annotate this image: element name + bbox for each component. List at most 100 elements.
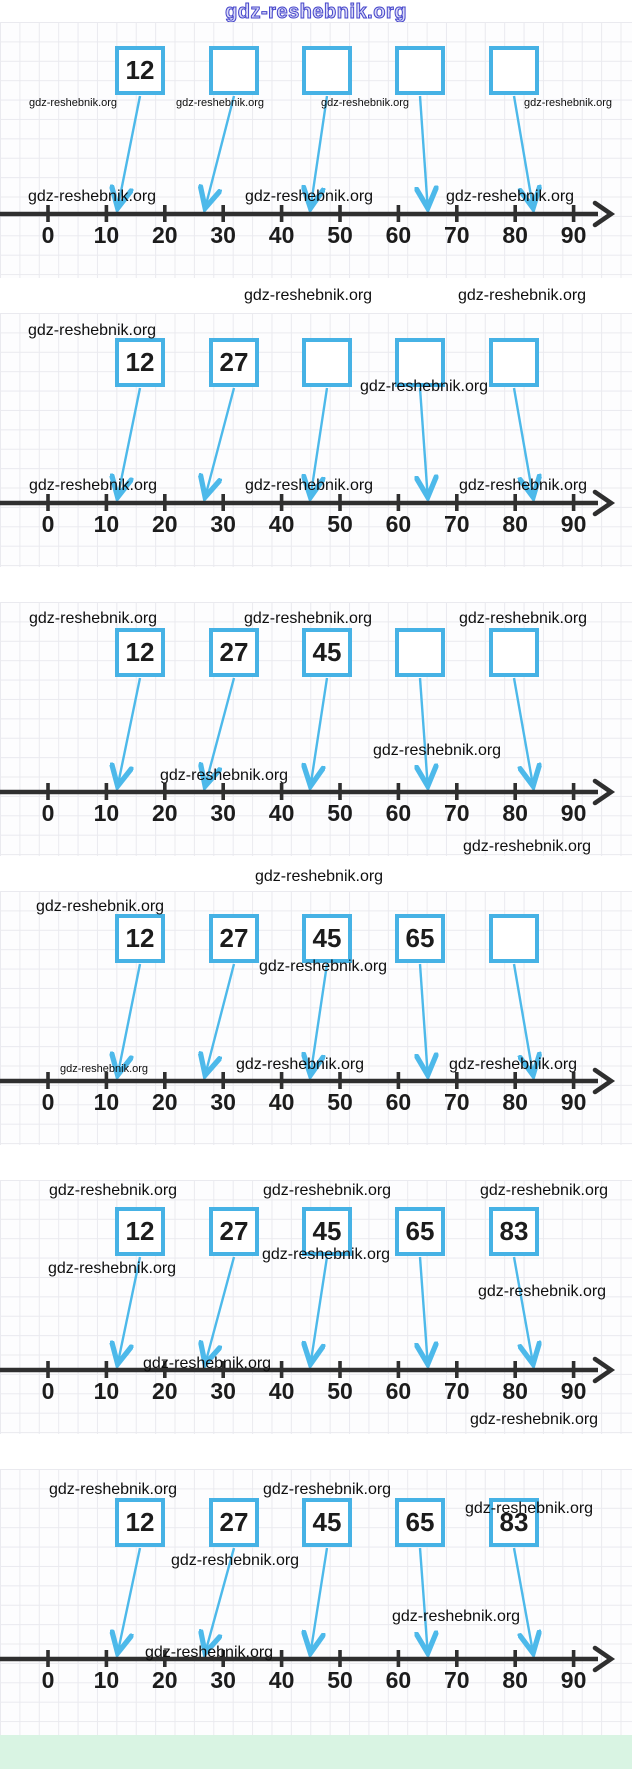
empty-value-box <box>395 628 445 677</box>
tick-label-20: 20 <box>152 222 178 248</box>
watermark-text: gdz-reshebnik.org <box>244 610 373 627</box>
pointer-arrow-to-27 <box>206 1547 236 1651</box>
empty-value-box <box>489 338 539 387</box>
tick-label-50: 50 <box>327 1667 353 1693</box>
watermark-text: gdz-reshebnik.org <box>263 1481 392 1498</box>
pointer-arrow-to-65 <box>420 1547 428 1651</box>
watermark-text: gdz-reshebnik.org <box>245 188 374 205</box>
watermark-text: gdz-reshebnik.org <box>321 97 410 109</box>
tick-label-90: 90 <box>561 800 587 826</box>
watermark-text: gdz-reshebnik.org <box>470 1411 599 1428</box>
axis-arrowhead-icon <box>592 1067 616 1095</box>
number-line-panel-step-2: 0 10 20 30 40 50 60 70 80 90 12 27 gdz-reshebnik.org… <box>0 289 632 578</box>
number-line-panel-step-4: 0 10 20 30 40 50 60 70 80 90 12 27 45 65 gdz-reshebnik… <box>0 867 632 1156</box>
empty-value-box <box>395 338 445 387</box>
axis-arrowhead-icon <box>592 200 616 228</box>
pointer-arrow-to-45 <box>311 95 329 206</box>
watermark-text: gdz-reshebnik.org <box>465 1500 594 1517</box>
tick-label-60: 60 <box>386 222 412 248</box>
value-box-65: 65 <box>395 1498 445 1547</box>
panel-drawing: 0 10 20 30 40 50 60 70 80 90 <box>0 1547 616 1693</box>
watermark-text: gdz-reshebnik.org <box>60 1063 149 1075</box>
watermark-text: gdz-reshebnik.org <box>160 767 289 784</box>
watermark-text: gdz-reshebnik.org <box>36 898 165 915</box>
tick-label-60: 60 <box>386 1378 412 1404</box>
tick-label-50: 50 <box>327 511 353 537</box>
watermark-text: gdz-reshebnik.org <box>458 287 587 304</box>
tick-label-40: 40 <box>269 511 295 537</box>
tick-label-50: 50 <box>327 1089 353 1115</box>
tick-label-20: 20 <box>152 511 178 537</box>
tick-label-80: 80 <box>502 1378 528 1404</box>
tick-label-70: 70 <box>444 222 470 248</box>
watermark-text: gdz-reshebnik.org <box>449 1056 578 1073</box>
tick-label-20: 20 <box>152 1089 178 1115</box>
empty-value-box <box>489 628 539 677</box>
number-line-panel-step-3: 0 10 20 30 40 50 60 70 80 90 12 27 45 gdz-reshebnik.o… <box>0 578 632 885</box>
tick-label-30: 30 <box>210 1089 236 1115</box>
tick-label-60: 60 <box>386 1089 412 1115</box>
watermark-text: gdz-reshebnik.org <box>29 477 158 494</box>
pointer-arrow-to-45 <box>311 963 329 1073</box>
tick-label-10: 10 <box>94 222 120 248</box>
watermark-text: gdz-reshebnik.org <box>48 1260 177 1277</box>
value-box-12: 12 <box>115 338 165 387</box>
tick-label-20: 20 <box>152 800 178 826</box>
pointer-arrow-to-12 <box>118 1547 142 1651</box>
value-box-27: 27 <box>209 338 259 387</box>
axis-arrowhead-icon <box>592 1356 616 1384</box>
watermark-text: gdz-reshebnik.org <box>143 1355 272 1372</box>
tick-label-0: 0 <box>42 1667 55 1693</box>
watermark-text: gdz-reshebnik.org <box>244 287 373 304</box>
watermark-text: gdz-reshebnik.org <box>463 838 592 855</box>
tick-label-80: 80 <box>502 1667 528 1693</box>
axis-arrowhead-icon <box>592 778 616 806</box>
watermark-text: gdz-reshebnik.org <box>480 1182 609 1199</box>
pointer-arrow-to-83 <box>512 1547 533 1651</box>
value-box-45: 45 <box>302 914 352 963</box>
pointer-arrow-to-12 <box>118 95 142 206</box>
pointer-arrow-to-83 <box>512 387 533 495</box>
tick-label-40: 40 <box>269 1667 295 1693</box>
tick-label-20: 20 <box>152 1667 178 1693</box>
pointer-arrow-to-45 <box>311 1256 329 1362</box>
empty-value-box <box>302 338 352 387</box>
value-box-83: 83 <box>489 1207 539 1256</box>
number-line-panel-step-1: 0 10 20 30 40 50 60 70 80 90 12 gdz-reshebnik.org gd… <box>0 0 632 304</box>
tick-label-70: 70 <box>444 511 470 537</box>
number-line-panel-step-6: 0 10 20 30 40 50 60 70 80 90 12 27 45 65 83 gdz-reshebn… <box>0 1445 632 1734</box>
tick-label-80: 80 <box>502 511 528 537</box>
watermark-text: gdz-reshebnik.org <box>360 378 489 395</box>
tick-label-0: 0 <box>42 800 55 826</box>
pointer-arrow-to-27 <box>206 963 236 1073</box>
tick-label-90: 90 <box>561 222 587 248</box>
pointer-arrow-to-83 <box>512 963 533 1073</box>
empty-value-box <box>302 46 352 95</box>
tick-label-30: 30 <box>210 222 236 248</box>
pointer-arrow-to-65 <box>420 677 428 784</box>
tick-label-70: 70 <box>444 1667 470 1693</box>
pointer-arrow-to-27 <box>206 387 236 495</box>
watermark-text: gdz-reshebnik.org <box>236 1056 365 1073</box>
tick-label-20: 20 <box>152 1378 178 1404</box>
value-box-45: 45 <box>302 1207 352 1256</box>
pointer-arrow-to-83 <box>512 95 533 206</box>
tick-label-70: 70 <box>444 1378 470 1404</box>
watermark-text: gdz-reshebnik.org <box>373 742 502 759</box>
watermark-text: gdz-reshebnik.org <box>263 1182 392 1199</box>
tick-label-80: 80 <box>502 1089 528 1115</box>
tick-label-30: 30 <box>210 1667 236 1693</box>
tick-label-40: 40 <box>269 1089 295 1115</box>
watermark-text: gdz-reshebnik.org <box>29 97 118 109</box>
tick-label-60: 60 <box>386 1667 412 1693</box>
tick-label-60: 60 <box>386 800 412 826</box>
tick-label-10: 10 <box>94 511 120 537</box>
grid-background-1 <box>0 22 632 278</box>
watermark-text: gdz-reshebnik.org <box>171 1552 300 1569</box>
pointer-arrow-to-27 <box>206 677 236 784</box>
tick-label-30: 30 <box>210 511 236 537</box>
watermark-text: gdz-reshebnik.org <box>446 188 575 205</box>
watermark-text: gdz-reshebnik.org <box>459 610 588 627</box>
panel-drawing: 0 10 20 30 40 50 60 70 80 90 <box>0 963 616 1115</box>
